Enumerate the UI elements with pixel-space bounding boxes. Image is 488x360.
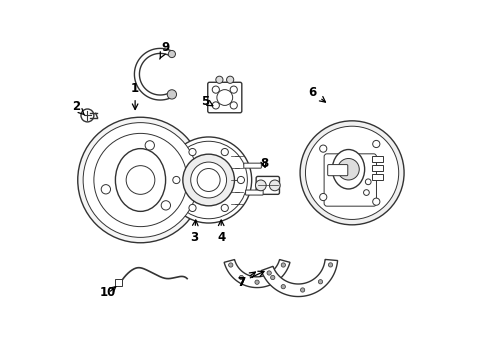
Circle shape [269,180,280,191]
Text: 6: 6 [308,86,325,102]
Polygon shape [224,260,289,288]
Circle shape [217,90,232,105]
Circle shape [305,126,398,220]
Circle shape [230,102,237,109]
Circle shape [161,201,170,210]
Circle shape [183,154,234,206]
Circle shape [328,263,332,267]
Circle shape [300,288,304,292]
Text: 1: 1 [131,82,139,109]
Text: 5: 5 [201,95,212,108]
Circle shape [190,162,226,198]
Circle shape [94,134,187,226]
Circle shape [226,76,233,84]
Circle shape [254,280,259,284]
Circle shape [300,121,403,225]
FancyBboxPatch shape [327,165,347,176]
Circle shape [101,185,110,194]
Circle shape [372,140,379,148]
Circle shape [221,148,228,156]
Circle shape [81,109,94,122]
Circle shape [212,102,219,109]
Circle shape [281,263,285,267]
Circle shape [197,168,220,192]
Circle shape [212,86,219,93]
Circle shape [169,141,247,219]
Circle shape [230,86,237,93]
Circle shape [237,176,244,184]
Circle shape [337,158,359,180]
FancyBboxPatch shape [207,82,241,113]
Circle shape [83,123,198,237]
Circle shape [266,271,271,275]
FancyBboxPatch shape [256,176,279,194]
Circle shape [215,76,223,84]
Circle shape [145,141,154,150]
Circle shape [221,204,228,212]
Circle shape [188,148,196,156]
Bar [371,174,382,180]
Circle shape [319,193,326,201]
FancyBboxPatch shape [245,190,263,195]
Circle shape [126,166,155,194]
Text: 7: 7 [236,272,255,289]
Ellipse shape [115,149,165,211]
Circle shape [172,176,180,184]
Text: 8: 8 [260,157,268,170]
Bar [115,279,122,286]
Text: 9: 9 [160,41,169,59]
Circle shape [255,180,265,191]
Circle shape [78,117,203,243]
Circle shape [165,137,251,223]
Polygon shape [261,260,337,297]
Circle shape [228,263,232,267]
Circle shape [281,284,285,289]
Text: 3: 3 [190,220,198,244]
FancyBboxPatch shape [324,154,376,206]
Circle shape [188,204,196,212]
Circle shape [363,190,368,195]
Polygon shape [134,48,173,100]
Circle shape [365,179,370,185]
Circle shape [318,280,322,284]
Text: 10: 10 [100,287,116,300]
Bar [371,165,382,171]
Text: 2: 2 [72,100,84,115]
Circle shape [239,275,243,280]
Bar [371,156,382,162]
Circle shape [168,50,175,58]
Text: 4: 4 [217,220,225,244]
Circle shape [270,275,274,280]
Text: 7: 7 [236,271,264,289]
FancyBboxPatch shape [244,163,261,168]
Circle shape [319,145,326,152]
Ellipse shape [332,149,364,189]
Circle shape [167,90,176,99]
Circle shape [372,198,379,205]
